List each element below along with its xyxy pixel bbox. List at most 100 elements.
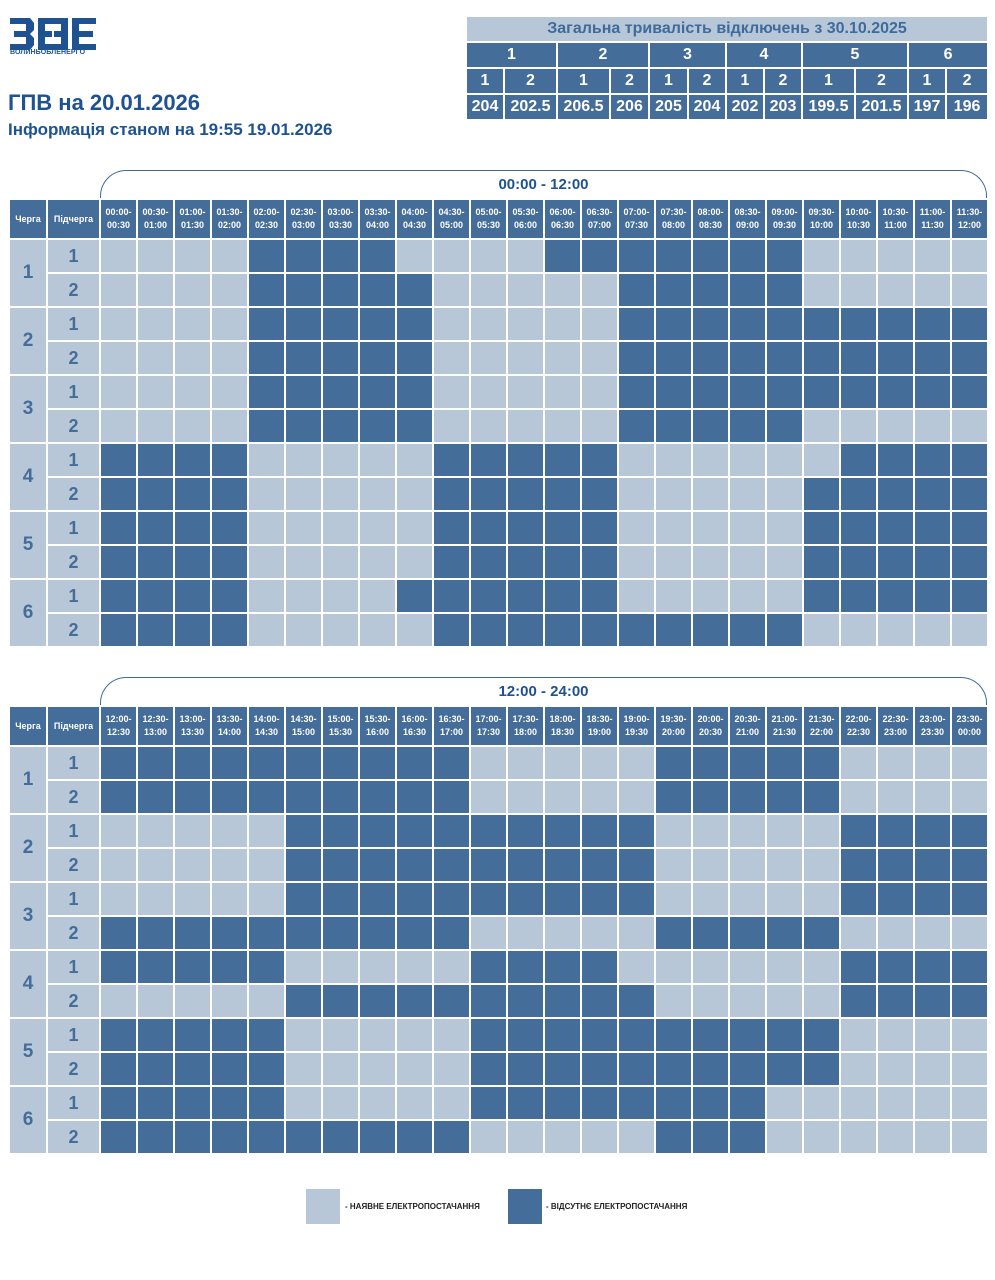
power-available-cell: [543, 915, 582, 951]
subqueue-number: 1: [46, 1085, 101, 1121]
power-absent-cell: [247, 915, 286, 951]
power-available-cell: [99, 847, 138, 883]
power-available-cell: [654, 813, 693, 849]
power-available-cell: [654, 442, 693, 478]
summary-subqueue-header: 1: [465, 67, 505, 95]
power-absent-cell: [839, 340, 878, 376]
power-absent-cell: [358, 881, 397, 917]
time-slot-start: 21:00-: [771, 714, 798, 724]
time-slot-end: 10:30: [846, 220, 871, 230]
time-slot-header: 18:30- 19:00: [580, 705, 619, 747]
time-slot-header: 00:00- 00:30: [99, 198, 138, 240]
power-available-cell: [913, 612, 952, 648]
power-available-cell: [876, 238, 915, 274]
power-absent-cell: [432, 983, 471, 1019]
power-absent-cell: [395, 915, 434, 951]
power-available-cell: [654, 881, 693, 917]
subqueue-number: 2: [46, 476, 101, 512]
power-absent-cell: [691, 612, 730, 648]
power-absent-cell: [284, 340, 323, 376]
power-absent-cell: [839, 544, 878, 580]
power-available-cell: [765, 510, 804, 546]
power-absent-cell: [395, 408, 434, 444]
power-absent-cell: [765, 915, 804, 951]
power-available-cell: [321, 1085, 360, 1121]
time-slot-start: 20:00-: [697, 714, 724, 724]
power-available-cell: [284, 1017, 323, 1053]
time-slot-start: 07:00-: [623, 207, 650, 217]
schedule-row: 2: [9, 779, 989, 815]
power-absent-cell: [728, 1119, 767, 1155]
time-slot-start: 23:00-: [919, 714, 946, 724]
power-absent-cell: [839, 881, 878, 917]
power-absent-cell: [913, 442, 952, 478]
power-absent-cell: [284, 238, 323, 274]
power-absent-cell: [358, 983, 397, 1019]
time-slot-header: 04:00- 04:30: [395, 198, 434, 240]
power-available-cell: [802, 612, 841, 648]
power-available-cell: [136, 340, 175, 376]
power-absent-cell: [691, 408, 730, 444]
power-absent-cell: [654, 238, 693, 274]
power-absent-cell: [210, 1085, 249, 1121]
power-absent-cell: [728, 612, 767, 648]
power-absent-cell: [765, 612, 804, 648]
power-available-cell: [247, 881, 286, 917]
power-available-cell: [173, 238, 212, 274]
power-available-cell: [876, 1051, 915, 1087]
power-absent-cell: [802, 915, 841, 951]
power-available-cell: [321, 949, 360, 985]
power-absent-cell: [136, 578, 175, 614]
subqueue-number: 2: [46, 340, 101, 376]
power-available-cell: [173, 272, 212, 308]
power-available-cell: [839, 272, 878, 308]
power-absent-cell: [210, 544, 249, 580]
power-absent-cell: [210, 612, 249, 648]
power-available-cell: [876, 1119, 915, 1155]
power-absent-cell: [395, 779, 434, 815]
power-absent-cell: [321, 340, 360, 376]
power-absent-cell: [247, 238, 286, 274]
time-slot-end: 02:00: [217, 220, 242, 230]
summary-total-value: 206: [609, 93, 650, 121]
summary-total-value: 204: [465, 93, 505, 121]
time-slot-header: 20:30- 21:00: [728, 705, 767, 747]
power-absent-cell: [876, 949, 915, 985]
power-absent-cell: [839, 510, 878, 546]
power-available-cell: [913, 272, 952, 308]
power-available-cell: [728, 983, 767, 1019]
power-absent-cell: [691, 374, 730, 410]
power-absent-cell: [580, 442, 619, 478]
power-available-cell: [728, 813, 767, 849]
power-available-cell: [580, 306, 619, 342]
time-slot-header: 04:30- 05:00: [432, 198, 471, 240]
power-absent-cell: [395, 813, 434, 849]
power-absent-cell: [876, 544, 915, 580]
power-available-cell: [765, 442, 804, 478]
power-absent-cell: [543, 847, 582, 883]
power-available-cell: [284, 476, 323, 512]
power-available-cell: [321, 578, 360, 614]
power-available-cell: [876, 779, 915, 815]
queue-number: 6: [8, 578, 48, 648]
power-absent-cell: [839, 847, 878, 883]
power-absent-cell: [210, 915, 249, 951]
power-absent-cell: [321, 881, 360, 917]
time-slot-header: 01:30- 02:00: [210, 198, 249, 240]
power-available-cell: [728, 544, 767, 580]
power-absent-cell: [173, 612, 212, 648]
summary-total-value: 201.5: [854, 93, 909, 121]
power-absent-cell: [247, 779, 286, 815]
power-available-cell: [654, 578, 693, 614]
power-available-cell: [802, 442, 841, 478]
power-available-cell: [395, 612, 434, 648]
power-absent-cell: [99, 442, 138, 478]
power-absent-cell: [580, 238, 619, 274]
power-available-cell: [839, 1017, 878, 1053]
power-available-cell: [691, 949, 730, 985]
power-absent-cell: [469, 813, 508, 849]
